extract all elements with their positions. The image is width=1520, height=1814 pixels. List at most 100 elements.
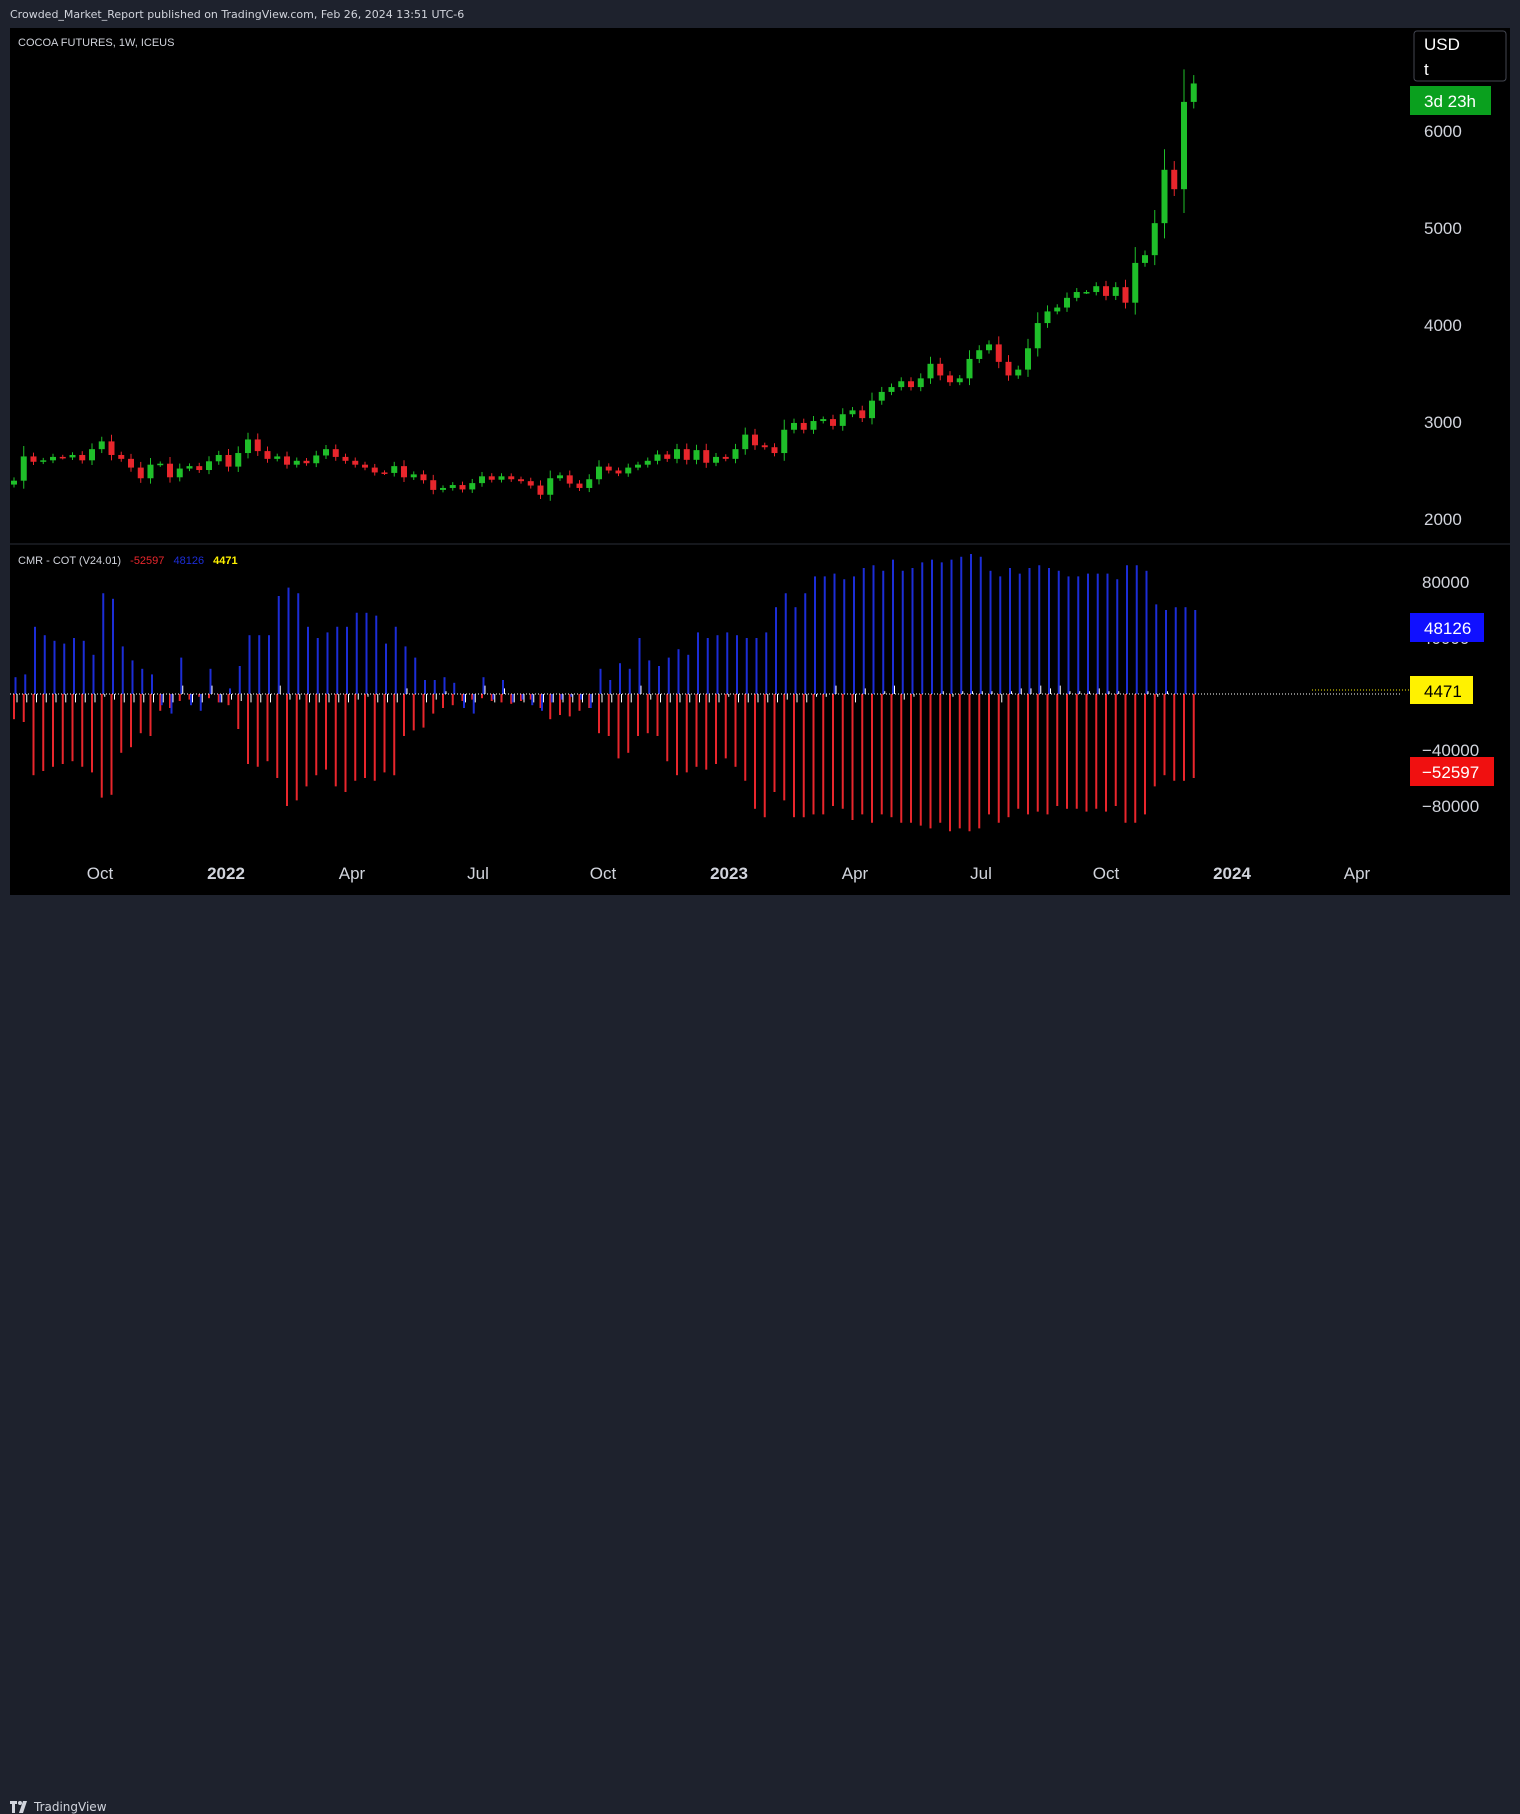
candle-body — [810, 421, 817, 430]
candle-body — [176, 468, 183, 478]
candle-body — [11, 480, 17, 485]
candle-body — [576, 483, 583, 488]
candle-body — [1005, 361, 1012, 376]
candle-body — [537, 485, 544, 495]
candle-body — [449, 485, 456, 488]
candle-body — [518, 479, 524, 482]
tradingview-logo[interactable]: TradingView — [9, 1800, 107, 1814]
countdown-badge — [1410, 86, 1491, 115]
candle-body — [557, 475, 563, 479]
candle-body — [371, 467, 378, 473]
candle-body — [157, 463, 164, 466]
candle-body — [635, 464, 641, 468]
candle-body — [1093, 286, 1100, 293]
candle-body — [596, 466, 602, 480]
currency-button[interactable] — [1413, 30, 1507, 82]
candle-body — [761, 445, 768, 448]
candle-body — [225, 454, 232, 467]
candle-body — [878, 391, 885, 401]
candle-body — [362, 464, 368, 468]
candle-body — [1064, 297, 1070, 308]
candle-body — [215, 454, 222, 462]
candle-body — [254, 439, 261, 452]
candle-body — [1025, 348, 1031, 370]
time-tick-label: Jul — [970, 864, 992, 883]
candle-body — [1054, 307, 1061, 312]
candle-body — [527, 481, 534, 486]
candle-body — [293, 460, 300, 465]
candle-body — [108, 441, 115, 455]
candle-body — [791, 422, 797, 430]
candle-body — [196, 466, 203, 471]
candle-body — [303, 460, 310, 464]
candle-body — [284, 456, 290, 465]
candle-body — [820, 419, 827, 422]
candle-body — [1171, 169, 1178, 190]
candle-body — [323, 449, 329, 456]
price-pane-title: COCOA FUTURES, 1W, ICEUS — [18, 37, 174, 49]
price-tick-label: 2000 — [1424, 510, 1462, 529]
candle-body — [1015, 369, 1022, 376]
candle-body — [1132, 262, 1139, 303]
candle-body — [430, 480, 437, 490]
candle-body — [654, 454, 661, 461]
candle-body — [1044, 311, 1051, 324]
candle-body — [781, 429, 788, 454]
price-tick-label: 5000 — [1424, 219, 1462, 238]
legend-value-yellow: 4471 — [213, 555, 237, 567]
candle-body — [1073, 292, 1080, 298]
candle-body — [420, 474, 427, 481]
candle-body — [352, 460, 359, 465]
badge-blue-text: 48126 — [1424, 619, 1471, 638]
currency-line2: t — [1424, 60, 1429, 79]
candle-body — [693, 450, 700, 460]
candle-body — [498, 476, 505, 480]
time-tick-label: 2023 — [710, 864, 748, 883]
candle-body — [1181, 101, 1187, 190]
candle-body — [235, 453, 242, 467]
candle-body — [1112, 287, 1119, 296]
badge-yellow — [1410, 676, 1473, 704]
chart-area[interactable] — [10, 28, 1510, 895]
candle-body — [1103, 286, 1109, 296]
candle-body — [469, 483, 476, 490]
badge-yellow-text: 4471 — [1424, 682, 1462, 701]
candle-body — [937, 363, 944, 376]
badge-blue — [1410, 613, 1484, 642]
footer-bar: TradingView — [0, 895, 1520, 1814]
candle-body — [566, 475, 573, 484]
indicator-tick-label: −80000 — [1422, 797, 1479, 816]
candle-body — [839, 414, 846, 426]
candle-body — [98, 441, 105, 450]
legend-value-blue: 48126 — [173, 555, 204, 567]
candle-body — [147, 464, 154, 479]
candle-body — [206, 461, 212, 471]
candle-body — [888, 387, 895, 392]
candle-body — [830, 419, 836, 426]
candle-body — [508, 476, 515, 480]
candle-body — [381, 472, 388, 474]
candle-body — [1151, 223, 1158, 256]
candle-body — [186, 466, 193, 469]
candle-body — [40, 460, 47, 462]
candle-body — [605, 466, 612, 471]
price-tick-label: 3000 — [1424, 413, 1462, 432]
candle-body — [167, 463, 173, 478]
time-tick-label: Oct — [1093, 864, 1120, 883]
candle-body — [264, 451, 271, 459]
candle-body — [869, 400, 875, 419]
badge-red-text: −52597 — [1422, 763, 1479, 782]
publish-info-text: Crowded_Market_Report published on Tradi… — [10, 8, 465, 21]
currency-line1: USD — [1424, 35, 1460, 54]
candle-body — [50, 456, 56, 461]
tradingview-logo-icon — [10, 1801, 27, 1813]
indicator-tick-label: 80000 — [1422, 573, 1469, 592]
candle-body — [771, 447, 778, 454]
candle-body — [30, 456, 37, 462]
candle-body — [683, 449, 690, 460]
candle-body — [947, 375, 953, 383]
candle-body — [995, 344, 1002, 362]
time-tick-label: 2022 — [207, 864, 245, 883]
candle-body — [391, 466, 398, 473]
